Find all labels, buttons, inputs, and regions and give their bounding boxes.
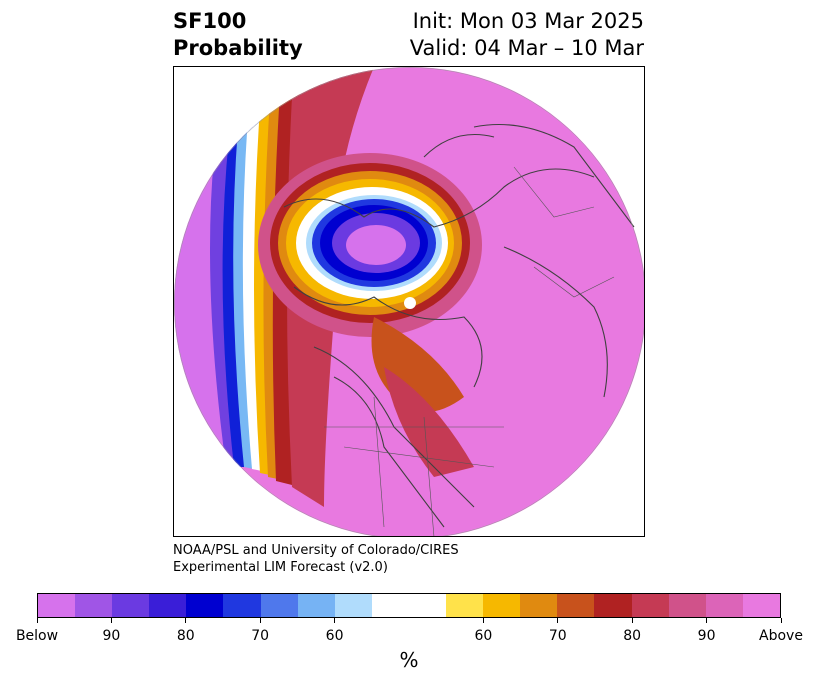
colorbar-segment — [75, 594, 113, 617]
colorbar-segment — [149, 594, 187, 617]
colorbar-segment — [446, 594, 484, 617]
product-name: Probability — [173, 36, 303, 60]
colorbar-segment — [260, 594, 298, 617]
colorbar-tickmark — [706, 618, 708, 623]
colorbar-segment — [186, 594, 224, 617]
colorbar-tick-label: 70 — [548, 628, 567, 644]
init-date: Init: Mon 03 Mar 2025 — [412, 9, 644, 33]
colorbar-tick-label: Below — [15, 628, 59, 644]
credit-line-2: Experimental LIM Forecast (v2.0) — [173, 560, 388, 575]
colorbar — [37, 593, 781, 618]
borders — [324, 166, 615, 536]
valid-range: Valid: 04 Mar – 10 Mar — [409, 36, 644, 60]
colorbar-segment — [223, 594, 261, 617]
map-panel — [173, 66, 645, 537]
probability-field — [174, 67, 644, 536]
colorbar-segment — [742, 594, 780, 617]
map-title: SF100 Probability — [173, 8, 303, 62]
colorbar-tick-label: 90 — [697, 628, 716, 644]
colorbar-tickmark — [631, 618, 633, 623]
colorbar-tick-label: 60 — [474, 628, 493, 644]
colorbar-tick-label: Above — [759, 628, 803, 644]
colorbar-tickmark — [334, 618, 336, 623]
colorbar-tickmark — [110, 618, 112, 623]
credit-line-1: NOAA/PSL and University of Colorado/CIRE… — [173, 543, 459, 558]
colorbar-tickmark — [36, 618, 38, 623]
colorbar-tickmark — [557, 618, 559, 623]
colorbar-segment — [705, 594, 743, 617]
colorbar-unit: % — [399, 648, 419, 672]
polar-map — [174, 67, 644, 536]
coastlines — [283, 123, 635, 528]
colorbar-tickmark — [780, 618, 782, 623]
colorbar-tickmark — [259, 618, 261, 623]
forecast-dates: Init: Mon 03 Mar 2025 Valid: 04 Mar – 10… — [410, 8, 644, 62]
colorbar-tick-label: 90 — [102, 628, 121, 644]
colorbar-segment — [594, 594, 632, 617]
colorbar-segment — [334, 594, 372, 617]
colorbar-tickmark — [185, 618, 187, 623]
variable-name: SF100 — [173, 9, 247, 33]
colorbar-tick-label: 70 — [251, 628, 270, 644]
colorbar-segment — [668, 594, 706, 617]
colorbar-segment — [557, 594, 595, 617]
colorbar-segment — [520, 594, 558, 617]
credit-text: NOAA/PSL and University of Colorado/CIRE… — [173, 542, 459, 576]
colorbar-tick-label: 60 — [325, 628, 344, 644]
colorbar-tick-label: 80 — [176, 628, 195, 644]
colorbar-tick-label: 80 — [623, 628, 642, 644]
colorbar-tickmark — [482, 618, 484, 623]
colorbar-segment — [112, 594, 150, 617]
colorbar-segment — [483, 594, 521, 617]
colorbar-segment — [371, 594, 447, 617]
colorbar-segment — [631, 594, 669, 617]
colorbar-segment — [297, 594, 335, 617]
colorbar-segment — [38, 594, 76, 617]
